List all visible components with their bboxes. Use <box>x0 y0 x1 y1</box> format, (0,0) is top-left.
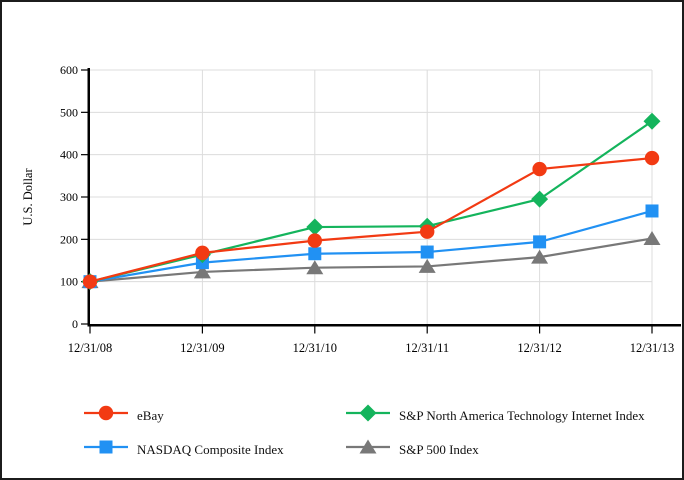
svg-text:12/31/12: 12/31/12 <box>517 341 561 355</box>
svg-text:200: 200 <box>60 232 78 246</box>
svg-text:12/31/11: 12/31/11 <box>405 341 449 355</box>
svg-text:12/31/10: 12/31/10 <box>293 341 337 355</box>
x-axis-ticks: 12/31/08 12/31/09 12/31/10 12/31/11 12/31/12… <box>68 326 674 355</box>
svg-text:300: 300 <box>60 190 78 204</box>
legend-label-nasdaq-composite-index: NASDAQ Composite Index <box>137 441 284 457</box>
legend-label-ebay: eBay <box>137 407 164 423</box>
y-axis-ticks: 0 100 200 300 400 500 600 <box>60 63 88 331</box>
svg-text:0: 0 <box>72 317 78 331</box>
svg-text:12/31/13: 12/31/13 <box>630 341 674 355</box>
legend-marker-circle-icon <box>84 402 128 429</box>
legend-item-nasdaq-composite-index: NASDAQ Composite Index <box>84 436 284 463</box>
legend-item-ebay: eBay <box>84 402 164 429</box>
series-diamond <box>81 112 661 291</box>
svg-text:400: 400 <box>60 148 78 162</box>
series-circle <box>82 150 660 289</box>
svg-text:500: 500 <box>60 105 78 119</box>
legend-label-sp-na-tech-internet-index: S&P North America Technology Internet In… <box>399 407 645 423</box>
gridlines <box>90 69 653 324</box>
svg-text:12/31/08: 12/31/08 <box>68 341 112 355</box>
legend-label-sp-500-index: S&P 500 Index <box>399 441 479 457</box>
y-axis-title: U.S. Dollar <box>21 168 35 226</box>
legend-marker-diamond-icon <box>346 402 390 429</box>
legend-marker-triangle-icon <box>346 436 390 463</box>
legend-item-sp-500-index: S&P 500 Index <box>346 436 479 463</box>
svg-text:600: 600 <box>60 63 78 77</box>
legend-item-sp-na-tech-internet-index: S&P North America Technology Internet In… <box>346 402 645 429</box>
svg-text:100: 100 <box>60 275 78 289</box>
svg-text:12/31/09: 12/31/09 <box>180 341 224 355</box>
legend-marker-square-icon <box>84 436 128 463</box>
